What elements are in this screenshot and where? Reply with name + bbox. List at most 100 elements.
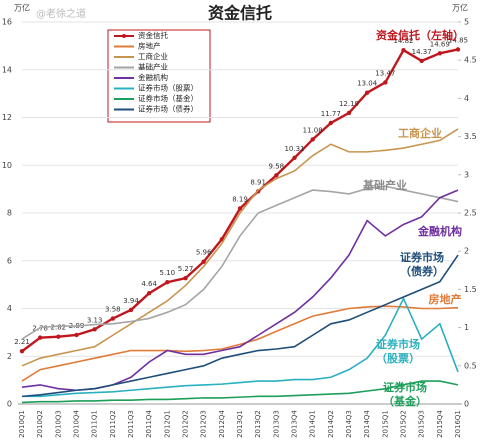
annotation: 基础产业 [362, 178, 407, 192]
data-label: 3.58 [105, 306, 121, 314]
y2-tick-label: 3.5 [464, 132, 477, 141]
legend-label: 证券市场（债券） [138, 104, 198, 114]
annotation: （股票） [376, 352, 420, 365]
x-tick-label: 2015Q4 [436, 410, 444, 438]
y-unit: 万亿 [14, 3, 30, 13]
x-tick-label: 2011Q4 [145, 410, 153, 438]
data-label: 14.82 [393, 37, 413, 45]
x-tick-label: 2011Q3 [127, 410, 135, 438]
x-tick-label: 2014Q4 [363, 410, 371, 438]
x-tick-label: 2014Q3 [345, 410, 353, 438]
data-label: 10.31 [284, 145, 304, 153]
y2-unit: 万亿 [452, 3, 468, 13]
x-tick-label: 2010Q2 [36, 410, 44, 438]
point-marker [292, 155, 297, 161]
x-tick-label: 2010Q4 [73, 410, 81, 438]
data-label: 13.47 [375, 69, 395, 77]
data-label: 5.27 [178, 265, 194, 273]
y-tick-label: 10 [2, 161, 12, 170]
x-tick-label: 2016Q1 [454, 410, 462, 438]
x-tick-label: 2015Q1 [381, 410, 389, 438]
y2-tick-label: 4.5 [464, 56, 477, 65]
legend-label: 工商企业 [138, 51, 168, 61]
y2-tick-label: 1.5 [464, 285, 477, 294]
y-tick-label: 16 [2, 18, 12, 27]
legend-label: 证券市场（股票） [138, 83, 198, 93]
x-tick-label: 2012Q1 [163, 410, 171, 438]
legend-marker [122, 34, 126, 38]
x-tick-label: 2013Q3 [272, 410, 280, 438]
y2-tick-label: 3 [464, 170, 469, 179]
data-label: 8.19 [232, 195, 248, 203]
y-tick-label: 14 [2, 65, 12, 74]
data-label: 9.58 [269, 162, 285, 170]
annotation: 证券市场 [376, 337, 420, 351]
point-marker [310, 137, 315, 142]
data-label: 8.91 [250, 178, 266, 186]
y-tick-label: 2 [7, 352, 12, 361]
point-marker [401, 47, 406, 53]
data-label: 14.37 [412, 48, 432, 56]
x-tick-label: 2015Q3 [418, 410, 426, 438]
x-tick-label: 2011Q2 [109, 410, 117, 438]
annotation: 工商企业 [398, 126, 442, 140]
annotation: 金融机构 [417, 224, 462, 238]
data-label: 3.94 [123, 297, 139, 305]
x-tick-label: 2012Q3 [200, 410, 208, 438]
data-label: 14.69 [430, 40, 450, 48]
data-label: 11.08 [303, 126, 323, 134]
x-tick-label: 2015Q2 [400, 410, 408, 438]
x-tick-label: 2011Q1 [91, 410, 99, 438]
series-line [21, 380, 459, 404]
point-marker [328, 120, 334, 126]
annotation: （基金） [383, 394, 427, 408]
series-line [21, 254, 459, 398]
legend-label: 房地产 [138, 41, 161, 51]
annotation: （债券） [400, 264, 444, 278]
y2-tick-label: 1 [464, 323, 469, 332]
point-marker [92, 327, 97, 332]
y-tick-label: 4 [7, 304, 12, 313]
point-marker [19, 349, 25, 354]
point-marker [37, 335, 43, 340]
x-tick-label: 2013Q4 [291, 410, 299, 438]
y2-tick-label: 5 [464, 18, 469, 27]
x-tick-label: 2013Q1 [236, 410, 244, 438]
legend-box [107, 29, 211, 123]
point-marker [165, 280, 170, 285]
y-tick-label: 8 [7, 209, 12, 218]
annotation: 资金信托（左轴） [376, 28, 464, 42]
point-marker [146, 291, 152, 296]
y2-tick-label: 4 [464, 94, 469, 103]
x-tick-label: 2014Q2 [327, 410, 335, 438]
point-marker [364, 90, 370, 95]
data-label: 5.96 [196, 249, 212, 257]
x-tick-label: 2010Q1 [18, 410, 26, 438]
data-label: 4.64 [141, 280, 157, 288]
series-line [21, 305, 459, 382]
point-marker [183, 275, 188, 281]
point-marker [201, 259, 206, 264]
y2-tick-label: 2.5 [464, 209, 477, 218]
annotation: 房地产 [429, 292, 462, 306]
data-label: 11.77 [321, 110, 341, 118]
point-marker [128, 307, 134, 313]
annotation: 证券市场 [383, 380, 427, 394]
point-marker [56, 334, 61, 339]
y-tick-label: 0 [7, 400, 12, 409]
chart-title: 资金信托 [208, 4, 272, 23]
x-tick-label: 2010Q3 [54, 410, 62, 438]
series-line [22, 296, 459, 398]
series-line [21, 128, 459, 367]
x-tick-label: 2013Q2 [254, 410, 262, 438]
data-label: 5.10 [160, 269, 176, 277]
data-label: 2.78 [32, 325, 48, 333]
y-tick-label: 12 [2, 113, 12, 122]
point-marker [437, 51, 443, 56]
point-marker [110, 316, 116, 321]
y-tick-label: 6 [7, 256, 12, 265]
data-label: 13.04 [357, 80, 378, 88]
y2-tick-label: 0 [464, 400, 469, 409]
